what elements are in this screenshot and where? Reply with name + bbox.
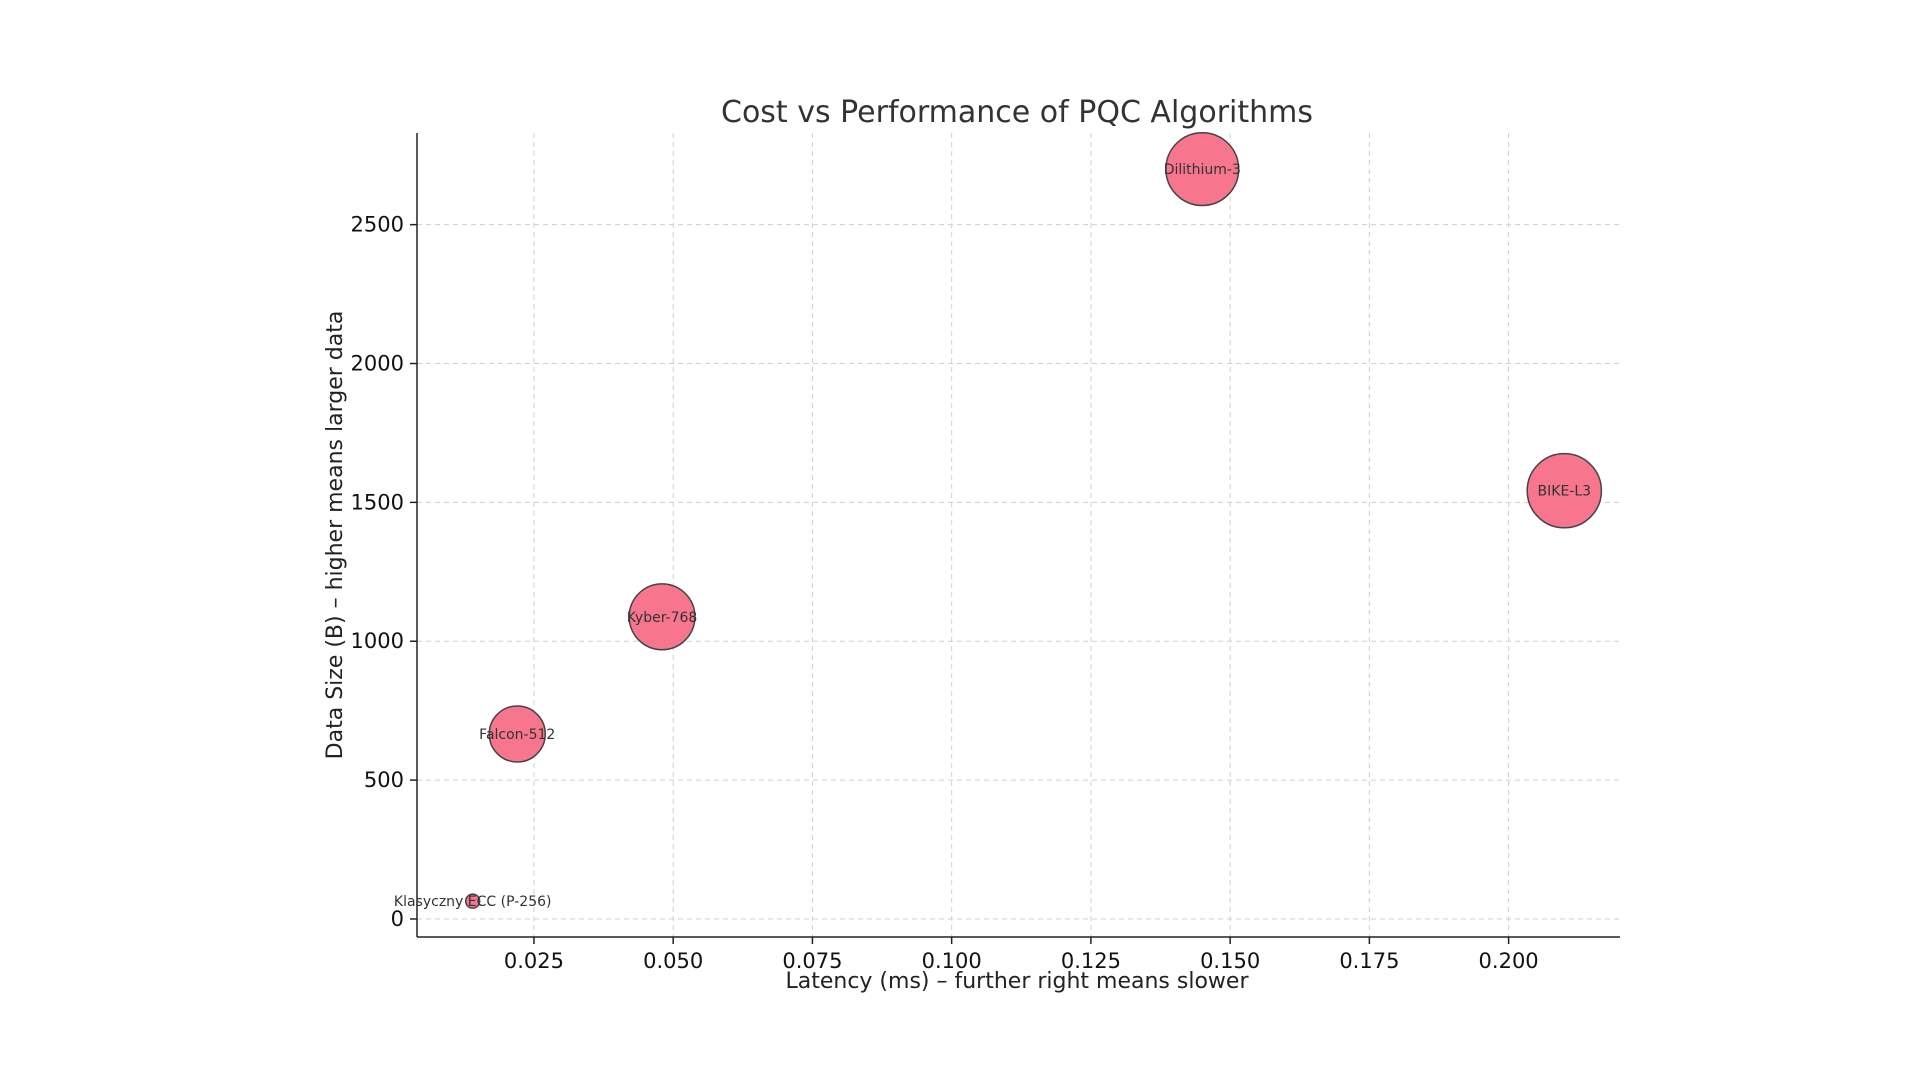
data-point — [488, 705, 546, 763]
data-point-label: Kyber-768 — [627, 610, 698, 626]
y-tick-label: 2500 — [351, 213, 404, 237]
x-tick-label: 0.050 — [643, 949, 703, 973]
x-axis-label: Latency (ms) – further right means slowe… — [785, 969, 1249, 994]
points-layer — [464, 131, 1603, 909]
chart-title: Cost vs Performance of PQC Algorithms — [721, 95, 1313, 130]
data-point — [1526, 452, 1603, 529]
data-point-label: BIKE-L3 — [1538, 484, 1592, 500]
data-point — [1165, 131, 1240, 207]
y-axis-label: Data Size (B) – higher means larger data — [323, 311, 348, 760]
ticks-layer: 0.025 0.050 0.075 0.100 0.125 0.150 0.175 0.200… — [351, 213, 1539, 973]
x-tick-label: 0.075 — [782, 949, 842, 973]
x-tick-label: 0.025 — [504, 949, 564, 973]
y-tick-label: 1000 — [351, 629, 404, 653]
x-tick-label: 0.175 — [1339, 949, 1399, 973]
x-tick-label: 0.125 — [1061, 949, 1121, 973]
data-point — [464, 893, 481, 909]
y-tick-label: 500 — [364, 768, 404, 792]
x-tick-label: 0.200 — [1479, 949, 1539, 973]
y-tick-label: 0 — [391, 907, 404, 931]
grid-layer — [417, 133, 1620, 937]
data-point-label: Klasyczny ECC (P-256) — [394, 894, 552, 910]
y-tick-label: 2000 — [351, 352, 404, 376]
y-tick-label: 1500 — [351, 490, 404, 514]
data-point — [628, 583, 696, 651]
x-tick-label: 0.100 — [922, 949, 982, 973]
x-tick-label: 0.150 — [1200, 949, 1260, 973]
data-point-label: Dilithium-3 — [1164, 162, 1241, 178]
axes-layer — [416, 133, 1620, 938]
data-point-label: Falcon-512 — [479, 727, 555, 743]
point-labels-layer: Klasyczny ECC (P-256) Falcon-512 Kyber-768… — [394, 162, 1591, 910]
